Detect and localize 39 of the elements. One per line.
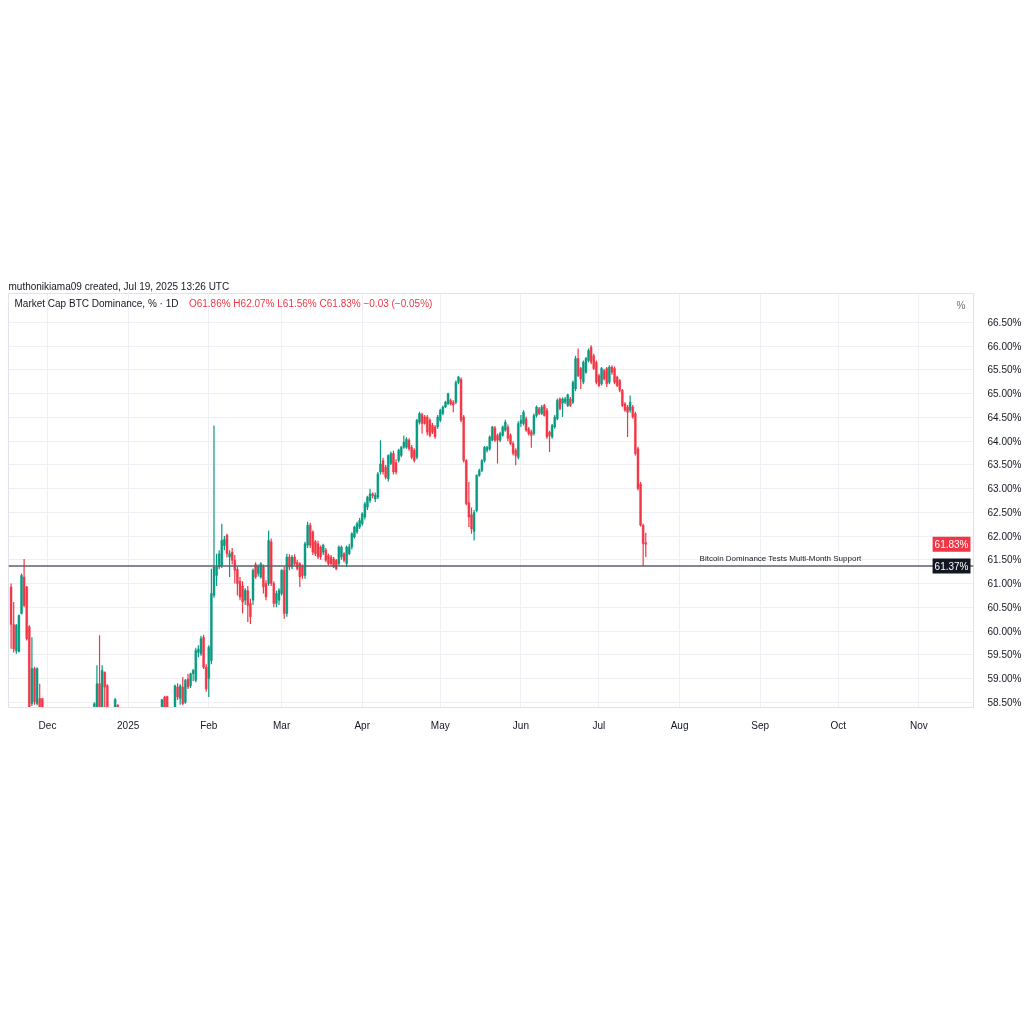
x-tick-label: May <box>430 719 450 731</box>
annotation: 61.37% <box>934 560 969 572</box>
y-axis-title: % <box>956 300 966 311</box>
x-tick-label: Jun <box>512 719 529 731</box>
annotation: O61.86% H62.07% L61.56% C61.83% −0.03 (−0.05%) <box>188 298 433 309</box>
x-tick-label: 2025 <box>117 719 140 731</box>
y-tick-label: 64.50% <box>987 411 1022 423</box>
y-tick-label: 59.50% <box>987 649 1022 661</box>
y-tick-label: 58.50% <box>987 696 1022 708</box>
y-tick-label: 65.00% <box>987 388 1022 400</box>
x-tick-label: Feb <box>200 719 218 731</box>
ref-line-label: Bitcoin Dominance Tests Multi-Month Support <box>699 554 863 564</box>
y-tick-label: 64.00% <box>987 435 1022 447</box>
y-tick-label: 61.00% <box>987 578 1022 590</box>
y-tick-label: 63.50% <box>987 459 1022 471</box>
y-tick-label: 62.00% <box>987 530 1022 542</box>
y-tick-label: 60.00% <box>987 625 1022 637</box>
y-tick-label: 60.50% <box>987 601 1022 613</box>
annotation: 61.83% <box>934 538 969 550</box>
x-tick-label: Aug <box>670 719 689 731</box>
candlestick <box>176 682 179 701</box>
x-tick-label: Dec <box>38 719 57 731</box>
candlestick <box>626 404 629 438</box>
y-tick-label: 63.00% <box>987 483 1022 495</box>
x-tick-label: Jul <box>592 719 606 731</box>
y-tick-label: 59.00% <box>987 673 1022 685</box>
y-tick-label: 62.50% <box>987 506 1022 518</box>
x-tick-label: Oct <box>830 719 847 731</box>
y-tick-label: 66.00% <box>987 340 1022 352</box>
x-tick-label: Sep <box>751 719 770 731</box>
y-tick-label: 65.50% <box>987 364 1022 376</box>
x-tick-label: Nov <box>909 719 928 731</box>
x-tick-label: Apr <box>354 719 371 731</box>
y-tick-label: 61.50% <box>987 554 1022 566</box>
text: Market Cap BTC Dominance, % · 1D <box>14 298 179 309</box>
x-tick-label: Mar <box>273 719 291 731</box>
y-tick-label: 66.50% <box>987 316 1022 328</box>
text: muthonikiama09 created, Jul 19, 2025 13:26 UTC <box>8 281 230 292</box>
candlestick <box>561 396 564 418</box>
